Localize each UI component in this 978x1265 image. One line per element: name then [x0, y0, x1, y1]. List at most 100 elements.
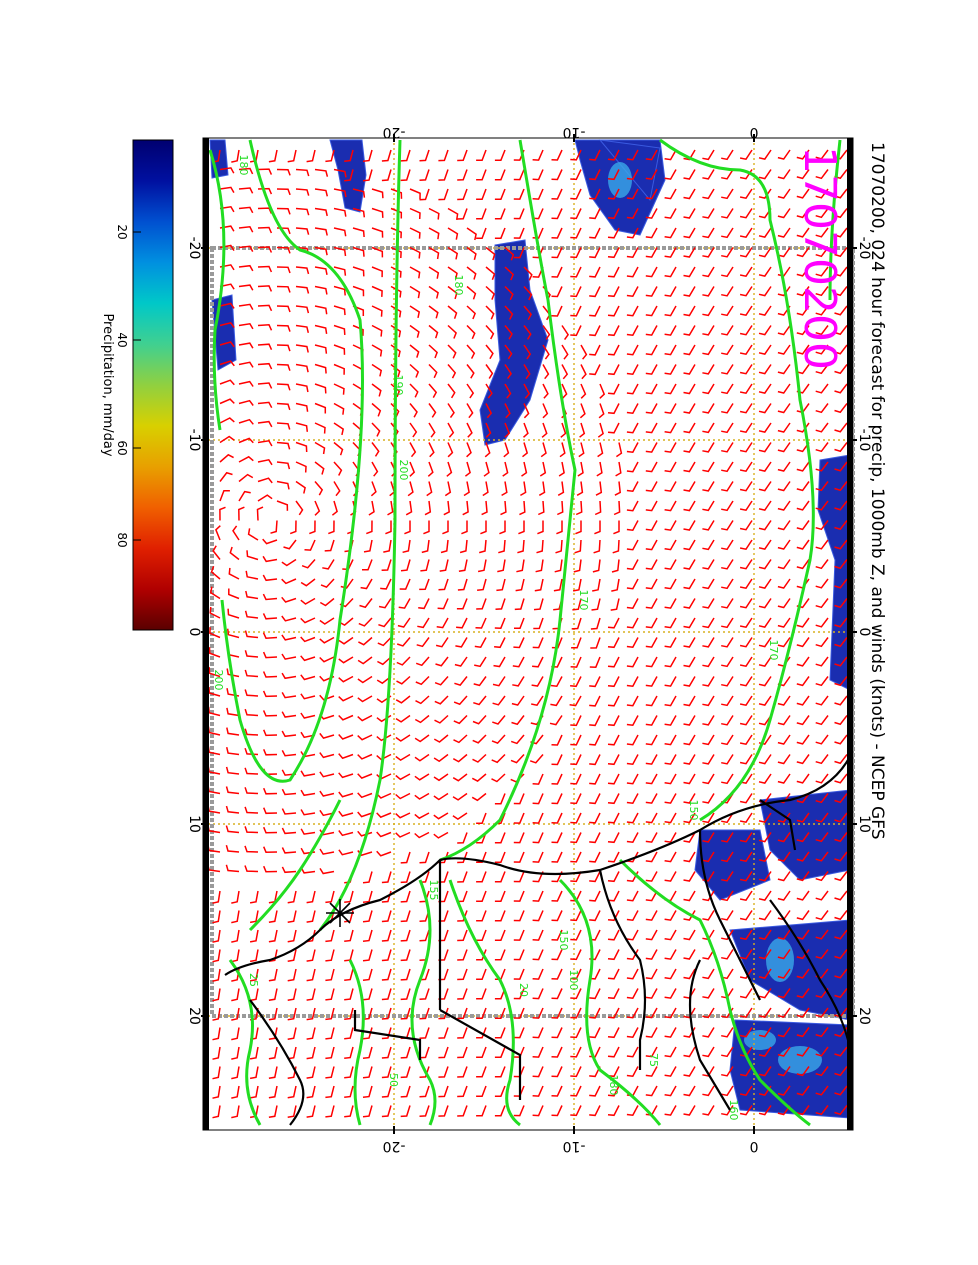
wind-barb — [228, 567, 240, 580]
wind-barb — [721, 1105, 734, 1116]
wind-barb — [758, 364, 772, 375]
wind-barb — [589, 715, 601, 727]
wind-barb — [338, 695, 354, 702]
wind-barb — [438, 1027, 449, 1039]
wind-barb — [333, 168, 347, 178]
wind-barb — [309, 520, 316, 535]
wind-barb — [721, 578, 734, 590]
wind-barb — [457, 871, 468, 883]
wind-barb — [626, 1105, 639, 1117]
wind-barb — [758, 1105, 772, 1116]
wind-barb — [492, 676, 506, 687]
wind-barb — [610, 598, 620, 611]
wind-barb — [466, 422, 473, 438]
wind-barb — [551, 1085, 563, 1097]
wind-barb — [276, 500, 289, 511]
wind-barb — [626, 169, 639, 181]
colorbar-tick-label: 40 — [115, 332, 129, 347]
wind-barb — [338, 753, 354, 760]
wind-barb — [815, 988, 829, 999]
wind-barb — [249, 1046, 259, 1060]
wind-barb — [590, 617, 601, 630]
wind-barb — [325, 929, 335, 943]
wind-barb — [523, 344, 532, 360]
wind-barb — [834, 793, 848, 804]
wind-barb — [796, 871, 810, 882]
wind-barb — [428, 207, 440, 220]
wind-barb — [589, 208, 601, 220]
wind-barb — [344, 169, 354, 182]
wind-barb — [589, 305, 601, 317]
wind-barb — [238, 225, 254, 233]
wind-barb — [758, 832, 772, 843]
wind-barb — [834, 754, 848, 765]
wind-barb — [249, 929, 259, 943]
wind-barb — [263, 826, 278, 834]
wind-barb — [387, 500, 394, 516]
wind-barb — [287, 1007, 297, 1021]
wind-barb — [721, 559, 734, 570]
wind-barb — [466, 403, 474, 419]
wind-barb — [362, 1085, 373, 1098]
wind-barb — [228, 588, 240, 600]
wind-barb — [333, 422, 345, 436]
wind-barb — [739, 520, 753, 531]
wind-barb — [664, 344, 677, 356]
wind-barb — [664, 403, 677, 414]
wind-barb — [758, 305, 772, 316]
wind-barb — [438, 1066, 449, 1078]
wind-barb — [645, 754, 658, 765]
wind-barb — [683, 266, 696, 278]
wind-barb — [532, 910, 544, 922]
wind-barb — [512, 656, 525, 668]
lat-tick-label-top: 0 — [750, 124, 759, 140]
wind-barb — [390, 363, 401, 378]
wind-barb — [645, 910, 658, 921]
wind-barb — [300, 828, 316, 835]
wind-barb — [462, 500, 469, 516]
wind-barb — [683, 715, 696, 726]
wind-barb — [834, 520, 848, 531]
wind-barb — [777, 422, 791, 433]
wind-barb — [536, 539, 544, 554]
wind-barb — [626, 656, 639, 668]
wind-barb — [815, 1046, 829, 1057]
contour-label: 170 — [577, 590, 590, 611]
wind-barb — [459, 539, 468, 554]
wind-barb — [683, 617, 696, 629]
wind-barb — [209, 627, 221, 639]
wind-barb — [295, 168, 310, 177]
wind-barb — [281, 788, 297, 796]
wind-barb — [834, 578, 848, 589]
wind-barb — [504, 325, 513, 340]
wind-barb — [645, 832, 658, 843]
contour-line — [659, 138, 815, 822]
wind-barb — [513, 1027, 525, 1039]
colorbar-tick-label: 20 — [115, 224, 129, 239]
wind-barb — [739, 812, 753, 824]
wind-barb — [419, 1066, 430, 1078]
wind-barb — [378, 617, 392, 628]
wind-barb — [607, 695, 620, 707]
wind-barb — [664, 734, 677, 746]
wind-barb — [338, 734, 354, 740]
wind-barb — [834, 734, 848, 745]
wind-barb — [281, 866, 297, 874]
wind-barb — [815, 793, 829, 804]
wind-barb — [231, 988, 240, 1002]
wind-barb — [344, 1007, 354, 1021]
wind-barb — [424, 500, 432, 516]
wind-barb — [645, 890, 658, 902]
wind-barb — [504, 246, 515, 261]
wind-barb — [551, 949, 563, 961]
wind-barb — [219, 186, 235, 193]
wind-barb — [400, 1105, 411, 1118]
colorbar-label: Precipitation, mm/day — [100, 313, 115, 456]
wind-barb — [249, 949, 259, 963]
wind-barb — [542, 403, 549, 419]
wind-barb — [573, 559, 582, 573]
wind-barb — [352, 188, 366, 198]
coastline — [769, 899, 850, 1041]
wind-barb — [491, 734, 506, 744]
wind-barb — [319, 636, 335, 644]
